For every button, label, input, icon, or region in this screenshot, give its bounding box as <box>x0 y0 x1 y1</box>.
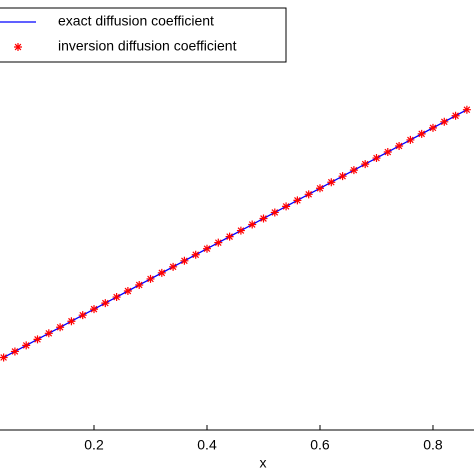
star-marker <box>259 214 268 223</box>
star-marker <box>22 341 31 350</box>
star-marker <box>451 111 460 120</box>
star-marker <box>112 293 121 302</box>
star-marker <box>225 232 234 241</box>
star-marker <box>349 166 358 175</box>
star-marker <box>361 160 370 169</box>
star-marker <box>406 135 415 144</box>
star-marker <box>203 244 212 253</box>
star-marker <box>10 347 19 356</box>
marker-group <box>0 105 471 362</box>
star-marker <box>78 311 87 320</box>
star-marker <box>304 190 313 199</box>
star-marker <box>372 154 381 163</box>
star-marker <box>157 268 166 277</box>
star-marker <box>248 220 257 229</box>
legend-box <box>0 7 287 63</box>
star-marker <box>67 317 76 326</box>
star-marker <box>146 274 155 283</box>
star-marker <box>123 287 132 296</box>
star-marker <box>214 238 223 247</box>
x-tick-label: 0.8 <box>423 437 443 453</box>
star-marker <box>293 196 302 205</box>
x-tick-label: 0.4 <box>197 437 217 453</box>
star-marker <box>180 256 189 265</box>
legend-label: exact diffusion coefficient <box>58 13 214 29</box>
star-marker <box>169 262 178 271</box>
star-marker <box>236 226 245 235</box>
star-marker <box>395 141 404 150</box>
x-axis-label: x <box>260 455 267 471</box>
star-marker <box>44 329 53 338</box>
star-marker <box>135 280 144 289</box>
data-line <box>3 109 468 359</box>
star-marker <box>428 123 437 132</box>
star-marker <box>417 129 426 138</box>
star-marker <box>440 117 449 126</box>
star-marker <box>327 178 336 187</box>
star-marker <box>338 172 347 181</box>
star-marker <box>33 335 42 344</box>
star-marker <box>270 208 279 217</box>
star-marker <box>383 148 392 157</box>
star-marker <box>0 353 8 362</box>
star-marker <box>14 43 22 51</box>
star-marker <box>90 305 99 314</box>
legend: exact diffusion coefficient inversion dif… <box>0 7 287 63</box>
star-marker <box>315 184 324 193</box>
x-tick-label: 0.2 <box>84 437 104 453</box>
legend-label: inversion diffusion coefficient <box>58 38 237 54</box>
star-marker <box>56 323 65 332</box>
star-marker <box>282 202 291 211</box>
x-tick-label: 0.6 <box>310 437 330 453</box>
star-marker <box>462 105 471 114</box>
star-marker <box>101 299 110 308</box>
star-marker <box>191 250 200 259</box>
